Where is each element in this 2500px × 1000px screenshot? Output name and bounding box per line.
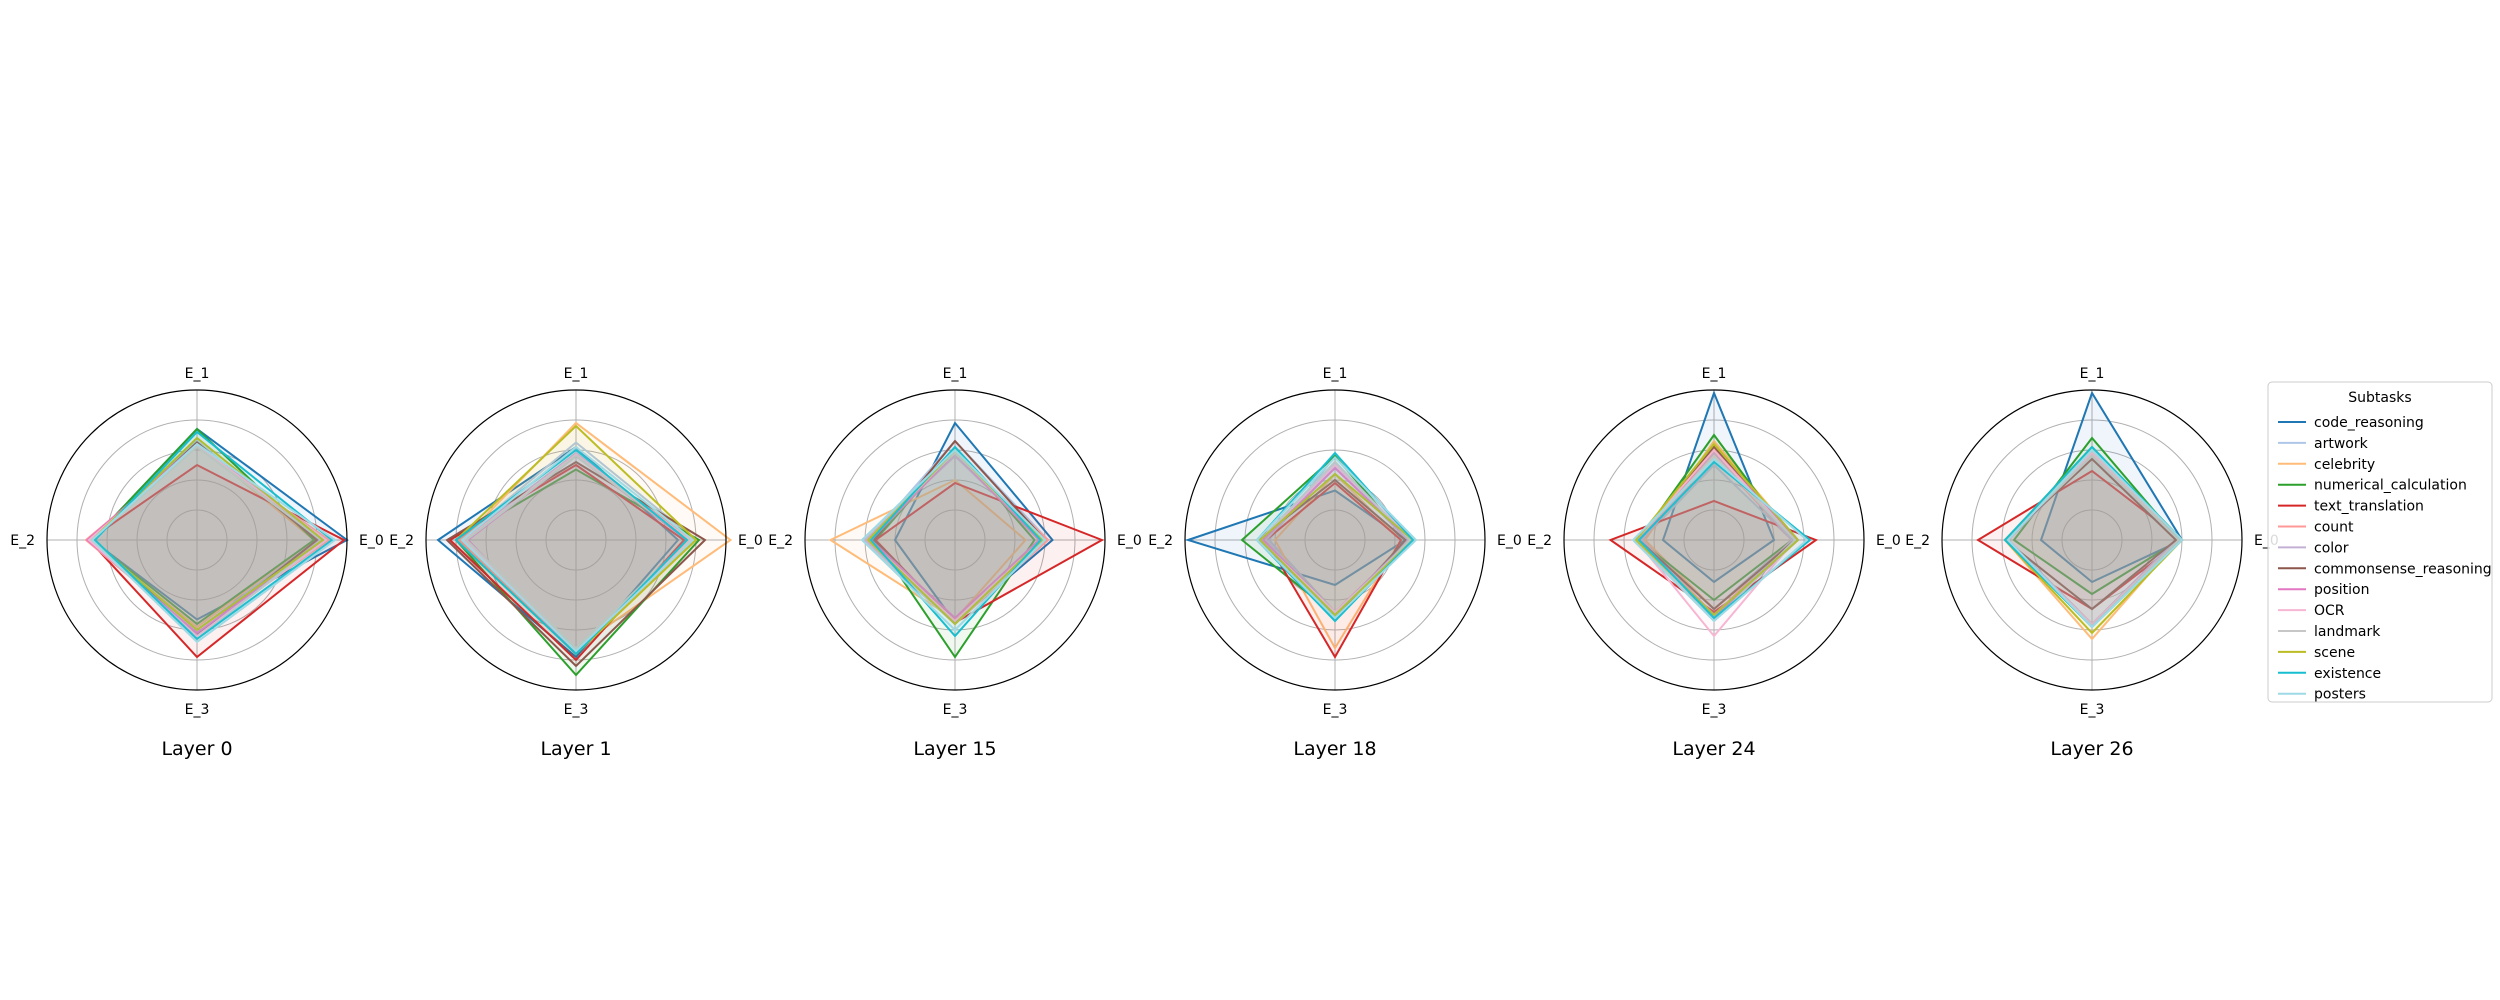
axis-label-e-2: E_2 bbox=[389, 533, 414, 549]
axis-label-e-2: E_2 bbox=[1148, 533, 1173, 549]
axis-label-e-0: E_0 bbox=[1876, 533, 1901, 549]
series-polygon-landmark bbox=[464, 454, 691, 650]
axis-label-e-2: E_2 bbox=[768, 533, 793, 549]
axis-label-e-1: E_1 bbox=[2080, 366, 2105, 382]
series-polygon-scene bbox=[1634, 442, 1800, 617]
axis-label-e-2: E_2 bbox=[1527, 533, 1552, 549]
legend-entry: color bbox=[2314, 540, 2349, 556]
legend-entry: OCR bbox=[2314, 603, 2345, 619]
axis-label-e-0: E_0 bbox=[1497, 533, 1522, 549]
radar-panel: E_0 E_1 E_2 E_3 Layer 1 bbox=[389, 366, 763, 760]
outer-frame bbox=[804, 389, 1106, 691]
panel-title: Layer 24 bbox=[1672, 738, 1755, 760]
series-polygon-posters bbox=[1631, 457, 1809, 623]
axis-label-e-0: E_0 bbox=[1117, 533, 1142, 549]
panel-title: Layer 26 bbox=[2050, 738, 2133, 760]
axis-label-e-1: E_1 bbox=[564, 366, 589, 382]
legend-frame bbox=[2267, 381, 2493, 703]
axis-label-e-3: E_3 bbox=[185, 702, 210, 718]
series-polygon-posters bbox=[90, 442, 337, 644]
legend-entry: position bbox=[2314, 582, 2369, 598]
axis-label-e-3: E_3 bbox=[1323, 702, 1348, 718]
radar-panel: E_0 E_1 E_2 E_3 Layer 0 bbox=[10, 366, 384, 760]
series-polygon-posters bbox=[860, 448, 1047, 632]
panel-title: Layer 1 bbox=[540, 738, 611, 760]
axis-label-e-3: E_3 bbox=[2080, 702, 2105, 718]
axis-label-e-1: E_1 bbox=[185, 366, 210, 382]
series-polygon-celebrity bbox=[828, 478, 1027, 621]
series-polygon-code_reasoning bbox=[2039, 390, 2184, 584]
series-polygon-posters bbox=[460, 445, 695, 653]
series-polygon-posters bbox=[2006, 448, 2184, 629]
panel-title: Layer 18 bbox=[1293, 738, 1376, 760]
series-polygon-code_reasoning bbox=[1184, 489, 1408, 587]
series-polygon-numerical_calculation bbox=[2012, 436, 2181, 596]
outer-frame bbox=[425, 389, 727, 691]
axis-label-e-2: E_2 bbox=[10, 533, 35, 549]
legend-entry: artwork bbox=[2314, 436, 2369, 452]
axis-label-e-1: E_1 bbox=[1323, 366, 1348, 382]
radar-panel: E_0 E_1 E_2 E_3 Layer 24 bbox=[1527, 366, 1901, 760]
legend-entry: count bbox=[2314, 520, 2354, 536]
legend-entry: code_reasoning bbox=[2314, 415, 2424, 431]
legend-entry: commonsense_reasoning bbox=[2314, 561, 2492, 577]
outer-frame bbox=[1563, 389, 1865, 691]
series-polygon-scene bbox=[1258, 472, 1415, 617]
axis-label-e-3: E_3 bbox=[564, 702, 589, 718]
axis-label-e-3: E_3 bbox=[1702, 702, 1727, 718]
outer-frame bbox=[1184, 389, 1486, 691]
axis-label-e-3: E_3 bbox=[943, 702, 968, 718]
series-polygon-code_reasoning bbox=[1661, 390, 1776, 584]
legend-entry: landmark bbox=[2314, 624, 2381, 640]
legend-entry: celebrity bbox=[2314, 457, 2375, 473]
radar-panel: E_0 E_1 E_2 E_3 Layer 18 bbox=[1148, 366, 1522, 760]
axis-label-e-1: E_1 bbox=[943, 366, 968, 382]
legend-title: Subtasks bbox=[2348, 390, 2411, 406]
outer-frame bbox=[46, 389, 348, 691]
legend-entry: numerical_calculation bbox=[2314, 478, 2467, 494]
axis-label-e-0: E_0 bbox=[359, 533, 384, 549]
panel-title: Layer 15 bbox=[913, 738, 996, 760]
legend-entry: posters bbox=[2314, 687, 2366, 703]
series-polygon-posters bbox=[1255, 456, 1418, 620]
axis-label-e-2: E_2 bbox=[1905, 533, 1930, 549]
legend-entry: scene bbox=[2314, 645, 2355, 661]
series-polygon-text_translation bbox=[1976, 469, 2184, 611]
outer-frame bbox=[1941, 389, 2243, 691]
panel-title: Layer 0 bbox=[161, 738, 232, 760]
radar-panel: E_0 E_1 E_2 E_3 Layer 15 bbox=[768, 366, 1142, 760]
axis-label-e-1: E_1 bbox=[1702, 366, 1727, 382]
legend-entry: text_translation bbox=[2314, 499, 2424, 515]
series-polygon-celebrity bbox=[1273, 472, 1403, 650]
axis-label-e-0: E_0 bbox=[738, 533, 763, 549]
legend-entry: existence bbox=[2314, 666, 2381, 682]
